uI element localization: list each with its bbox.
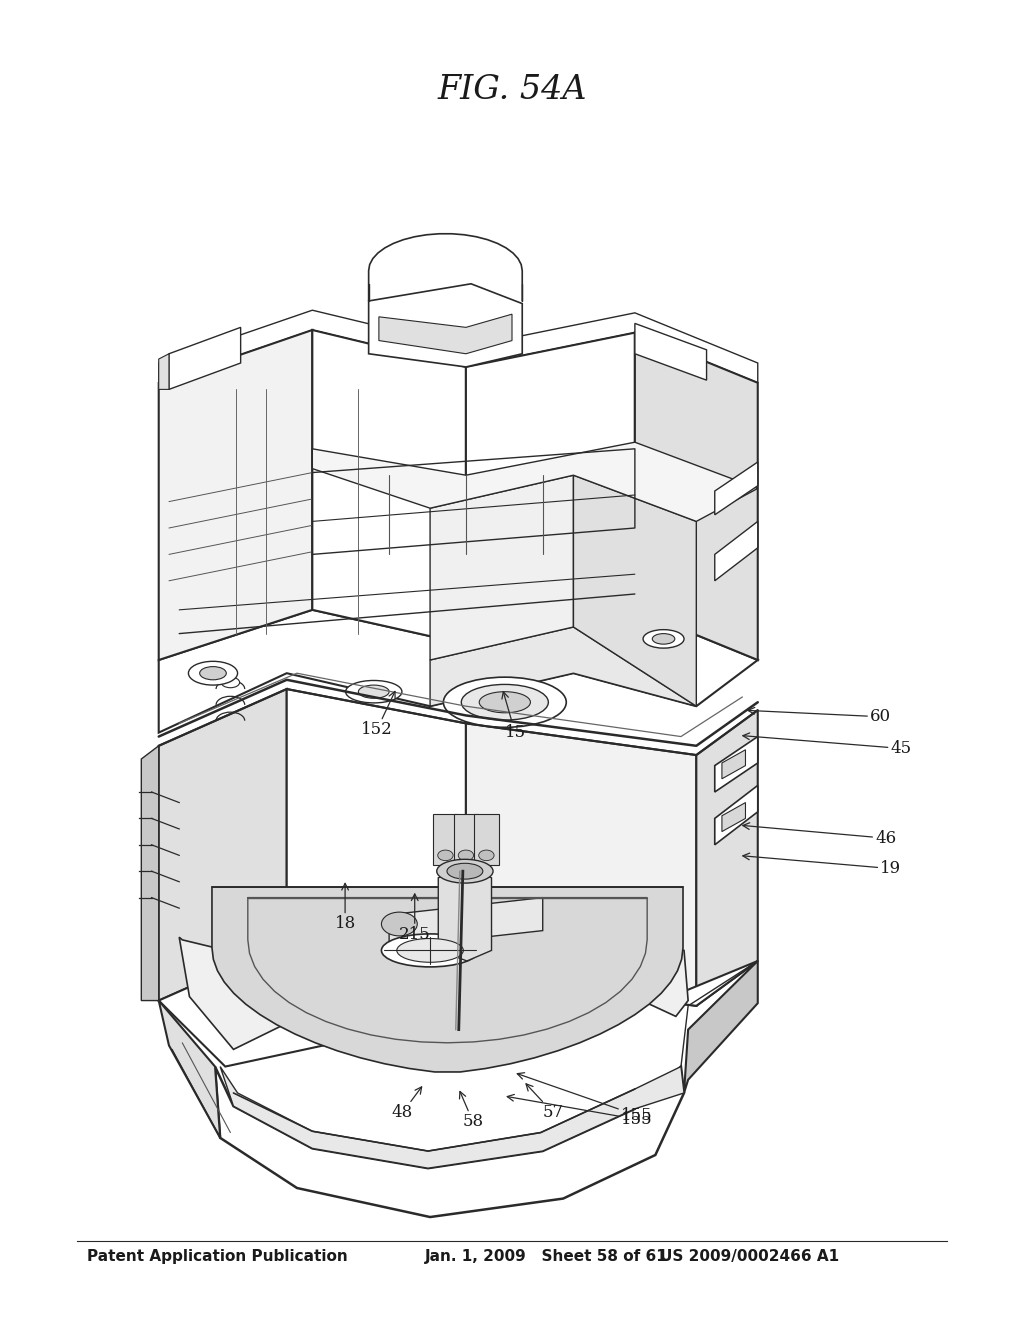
Polygon shape xyxy=(159,689,287,1001)
Ellipse shape xyxy=(356,895,443,953)
Polygon shape xyxy=(635,333,758,660)
Ellipse shape xyxy=(652,634,675,644)
Ellipse shape xyxy=(461,684,549,721)
Text: 155: 155 xyxy=(507,1094,652,1127)
Polygon shape xyxy=(212,887,683,1072)
FancyBboxPatch shape xyxy=(474,814,499,865)
Polygon shape xyxy=(635,323,707,380)
Polygon shape xyxy=(389,898,543,948)
Text: 60: 60 xyxy=(748,708,891,725)
Polygon shape xyxy=(159,330,312,660)
Polygon shape xyxy=(215,1067,684,1217)
Ellipse shape xyxy=(643,630,684,648)
Polygon shape xyxy=(722,803,745,832)
Polygon shape xyxy=(722,750,745,779)
Text: 152: 152 xyxy=(360,692,395,738)
Text: 15: 15 xyxy=(502,692,525,741)
Text: 18: 18 xyxy=(335,883,355,932)
Polygon shape xyxy=(159,310,758,383)
Ellipse shape xyxy=(369,903,430,945)
Ellipse shape xyxy=(443,677,566,727)
Ellipse shape xyxy=(446,863,483,879)
Ellipse shape xyxy=(200,667,226,680)
Ellipse shape xyxy=(221,677,240,688)
Ellipse shape xyxy=(381,935,478,966)
Polygon shape xyxy=(715,521,758,581)
Polygon shape xyxy=(179,921,688,1049)
Text: 155: 155 xyxy=(517,1073,652,1123)
Text: 45: 45 xyxy=(742,733,911,756)
Polygon shape xyxy=(312,442,758,521)
Text: FIG. 54A: FIG. 54A xyxy=(437,74,587,106)
Ellipse shape xyxy=(459,850,473,861)
Polygon shape xyxy=(573,475,696,706)
Ellipse shape xyxy=(345,681,401,704)
Ellipse shape xyxy=(188,661,238,685)
FancyBboxPatch shape xyxy=(433,814,458,865)
Ellipse shape xyxy=(478,850,494,861)
Polygon shape xyxy=(715,737,758,792)
Polygon shape xyxy=(159,354,169,389)
Polygon shape xyxy=(430,475,573,660)
Polygon shape xyxy=(696,710,758,1006)
Ellipse shape xyxy=(381,912,418,936)
Ellipse shape xyxy=(436,859,494,883)
Polygon shape xyxy=(159,944,758,1067)
Text: Jan. 1, 2009   Sheet 58 of 61: Jan. 1, 2009 Sheet 58 of 61 xyxy=(425,1249,668,1265)
Polygon shape xyxy=(466,333,635,644)
Text: 58: 58 xyxy=(460,1092,483,1130)
Polygon shape xyxy=(220,1067,684,1168)
Text: 19: 19 xyxy=(742,853,901,876)
Polygon shape xyxy=(715,785,758,845)
Text: 48: 48 xyxy=(392,1086,422,1121)
Polygon shape xyxy=(684,961,758,1093)
FancyBboxPatch shape xyxy=(454,814,478,865)
Polygon shape xyxy=(430,627,696,706)
Text: 46: 46 xyxy=(742,822,896,846)
Text: 57: 57 xyxy=(526,1084,563,1121)
Polygon shape xyxy=(169,327,241,389)
Polygon shape xyxy=(379,314,512,354)
Polygon shape xyxy=(312,330,466,644)
Text: US 2009/0002466 A1: US 2009/0002466 A1 xyxy=(660,1249,840,1265)
Text: Patent Application Publication: Patent Application Publication xyxy=(87,1249,348,1265)
Ellipse shape xyxy=(438,850,453,861)
Ellipse shape xyxy=(358,685,389,698)
Polygon shape xyxy=(141,746,159,1001)
Polygon shape xyxy=(159,1001,220,1138)
Polygon shape xyxy=(715,462,758,515)
Polygon shape xyxy=(159,610,758,733)
Ellipse shape xyxy=(396,939,463,962)
Polygon shape xyxy=(287,689,466,977)
Polygon shape xyxy=(369,284,522,367)
Polygon shape xyxy=(466,723,696,1006)
Text: 215: 215 xyxy=(398,894,431,942)
Ellipse shape xyxy=(479,692,530,713)
Polygon shape xyxy=(438,867,492,961)
